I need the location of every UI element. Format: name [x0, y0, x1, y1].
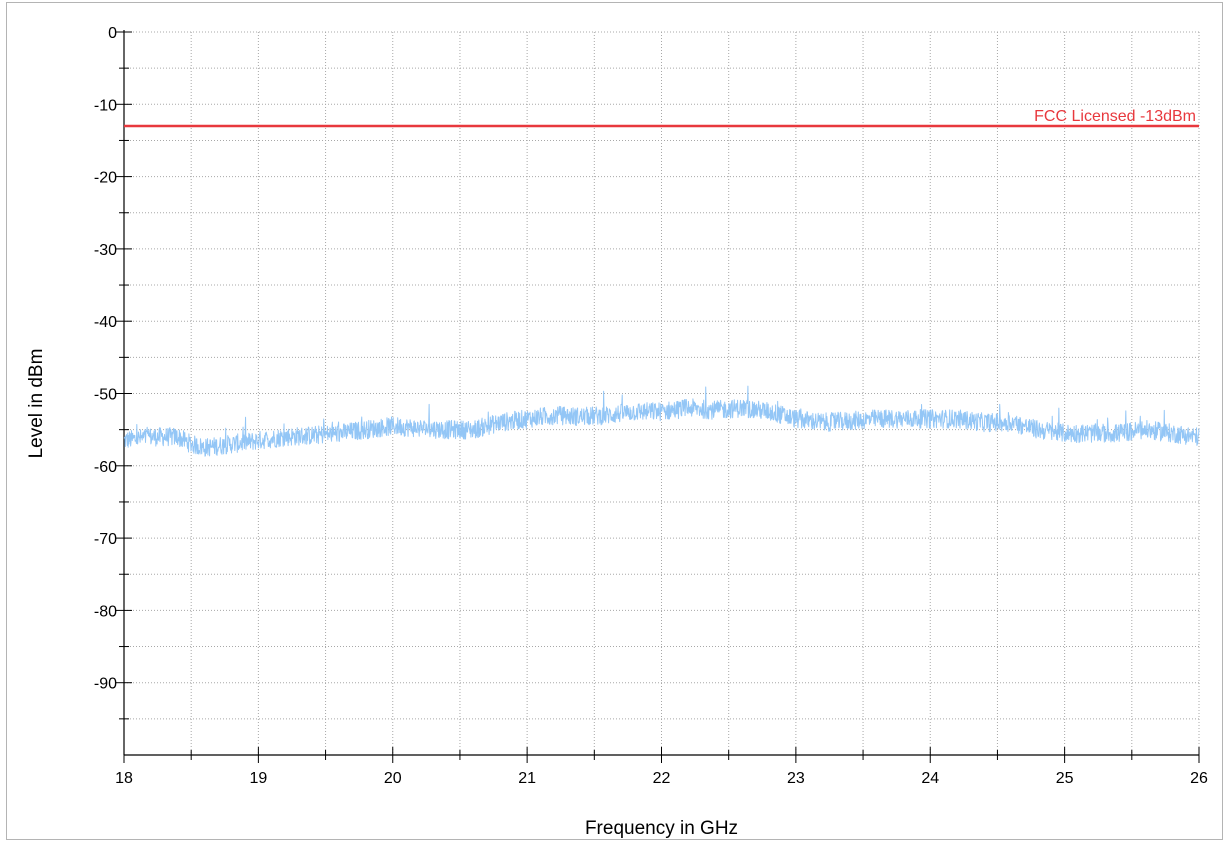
x-tick-label: 26: [1190, 770, 1208, 787]
x-tick-label: 24: [921, 770, 939, 787]
x-tick-label: 18: [115, 770, 133, 787]
y-tick-label: -10: [94, 97, 117, 114]
x-axis-title: Frequency in GHz: [585, 818, 738, 839]
y-tick-label: -60: [94, 459, 117, 476]
y-tick-label: -30: [94, 242, 117, 259]
axes: [116, 30, 1200, 763]
limit-line-label: FCC Licensed -13dBm: [1034, 108, 1196, 125]
x-tick-label: 22: [653, 770, 671, 787]
y-axis-title: Level in dBm: [26, 349, 47, 459]
y-tick-label: -70: [94, 531, 117, 548]
x-tick-label: 19: [249, 770, 267, 787]
grid-lines: [124, 31, 1200, 755]
x-tick-label: 25: [1056, 770, 1074, 787]
y-tick-label: -90: [94, 676, 117, 693]
spectrum-trace: [123, 385, 1200, 457]
y-tick-label: 0: [108, 25, 117, 42]
x-tick-label: 23: [787, 770, 805, 787]
x-tick-label: 20: [384, 770, 402, 787]
y-tick-label: -80: [94, 603, 117, 620]
y-tick-label: -50: [94, 387, 117, 404]
x-tick-label: 21: [518, 770, 536, 787]
limit-layer: FCC Licensed -13dBm: [124, 108, 1199, 128]
series-layer: [123, 385, 1200, 457]
y-tick-label: -40: [94, 314, 117, 331]
tick-labels: 0 -10 -20 -30 -40 -50 -60 -70 -80 -90 18 19 20 21 22 23…: [94, 25, 1208, 787]
y-tick-label: -20: [94, 170, 117, 187]
